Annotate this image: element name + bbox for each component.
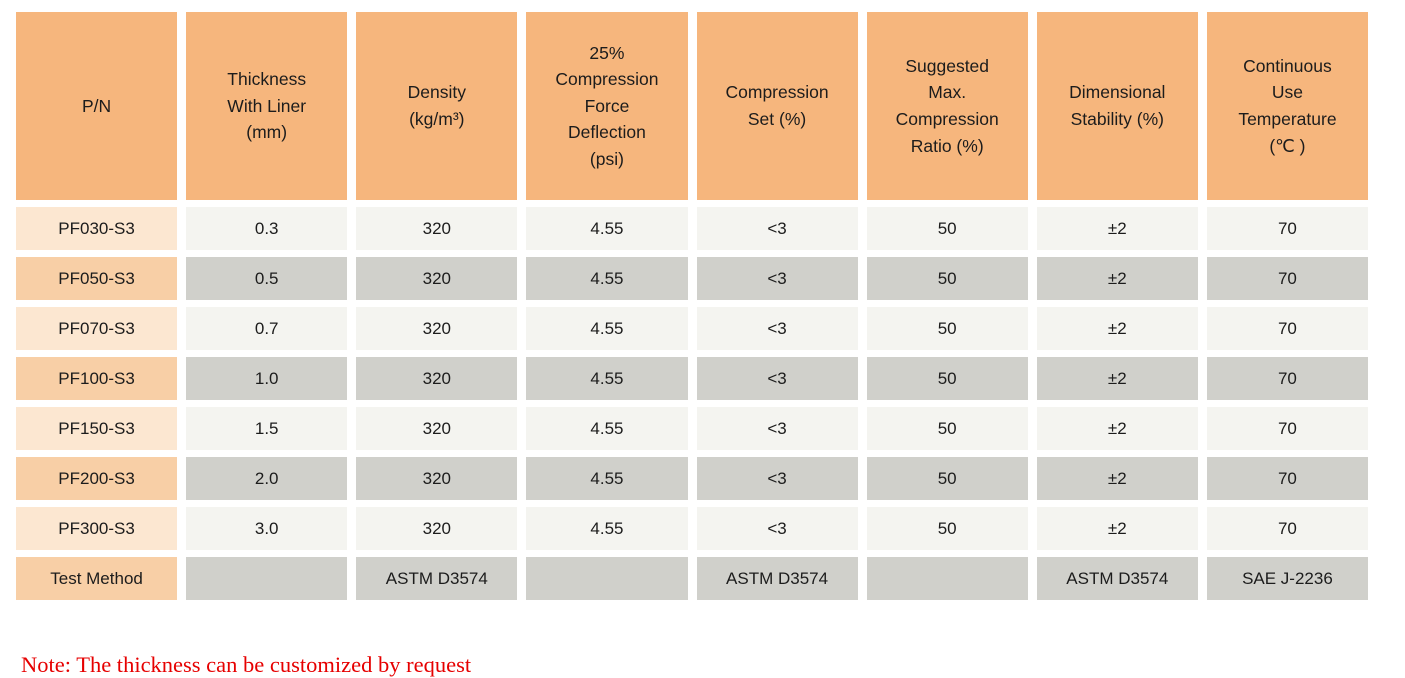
data-cell: 320 xyxy=(356,257,518,300)
test-method-cell: ASTM D3574 xyxy=(1036,557,1198,600)
table-row: PF050-S3 0.5 320 4.55 <3 50 ±2 70 xyxy=(16,257,1368,300)
data-cell: 1.5 xyxy=(186,407,348,450)
test-method-cell xyxy=(186,557,348,600)
column-header-density: Density (kg/m³) xyxy=(356,12,518,200)
data-cell: 50 xyxy=(866,307,1028,350)
test-method-cell xyxy=(526,557,688,600)
data-cell: 1.0 xyxy=(186,357,348,400)
data-cell: 3.0 xyxy=(186,507,348,550)
table-row: PF100-S3 1.0 320 4.55 <3 50 ±2 70 xyxy=(16,357,1368,400)
data-cell: 4.55 xyxy=(526,357,688,400)
data-cell: 4.55 xyxy=(526,507,688,550)
data-cell: 0.7 xyxy=(186,307,348,350)
pn-cell: PF300-S3 xyxy=(16,507,178,550)
data-cell: 320 xyxy=(356,407,518,450)
table-row: PF150-S3 1.5 320 4.55 <3 50 ±2 70 xyxy=(16,407,1368,450)
table-header-row: P/N Thickness With Liner (mm) Density (k… xyxy=(16,12,1368,200)
pn-cell: PF200-S3 xyxy=(16,457,178,500)
column-header-suggested-max-compression-ratio: Suggested Max. Compression Ratio (%) xyxy=(866,12,1028,200)
pn-cell: PF070-S3 xyxy=(16,307,178,350)
data-cell: 50 xyxy=(866,357,1028,400)
column-header-pn: P/N xyxy=(16,12,178,200)
data-cell: 50 xyxy=(866,407,1028,450)
data-cell: 50 xyxy=(866,507,1028,550)
column-header-continuous-use-temperature: Continuous Use Temperature (℃ ) xyxy=(1206,12,1368,200)
data-cell: ±2 xyxy=(1036,307,1198,350)
test-method-label-cell: Test Method xyxy=(16,557,178,600)
data-cell: 320 xyxy=(356,307,518,350)
data-cell: <3 xyxy=(696,407,858,450)
spec-table: P/N Thickness With Liner (mm) Density (k… xyxy=(7,5,1377,607)
column-header-compression-force-deflection: 25% Compression Force Deflection (psi) xyxy=(526,12,688,200)
data-cell: <3 xyxy=(696,507,858,550)
data-cell: <3 xyxy=(696,207,858,250)
table-row: PF300-S3 3.0 320 4.55 <3 50 ±2 70 xyxy=(16,507,1368,550)
data-cell: 50 xyxy=(866,207,1028,250)
data-cell: ±2 xyxy=(1036,207,1198,250)
table-row: PF030-S3 0.3 320 4.55 <3 50 ±2 70 xyxy=(16,207,1368,250)
data-cell: 320 xyxy=(356,507,518,550)
thickness-note: Note: The thickness can be customized by… xyxy=(21,652,472,677)
data-cell: 50 xyxy=(866,257,1028,300)
data-cell: 4.55 xyxy=(526,207,688,250)
test-method-cell: SAE J-2236 xyxy=(1206,557,1368,600)
data-cell: 50 xyxy=(866,457,1028,500)
data-cell: 320 xyxy=(356,357,518,400)
column-header-dimensional-stability: Dimensional Stability (%) xyxy=(1036,12,1198,200)
data-cell: 4.55 xyxy=(526,407,688,450)
data-cell: 70 xyxy=(1206,407,1368,450)
data-cell: 70 xyxy=(1206,357,1368,400)
data-cell: <3 xyxy=(696,257,858,300)
pn-cell: PF030-S3 xyxy=(16,207,178,250)
data-cell: 0.3 xyxy=(186,207,348,250)
data-cell: 70 xyxy=(1206,457,1368,500)
data-cell: 70 xyxy=(1206,257,1368,300)
data-cell: <3 xyxy=(696,457,858,500)
test-method-cell: ASTM D3574 xyxy=(356,557,518,600)
data-cell: ±2 xyxy=(1036,457,1198,500)
table-row: PF200-S3 2.0 320 4.55 <3 50 ±2 70 xyxy=(16,457,1368,500)
test-method-cell: ASTM D3574 xyxy=(696,557,858,600)
test-method-row: Test Method ASTM D3574 ASTM D3574 ASTM D… xyxy=(16,557,1368,600)
data-cell: 70 xyxy=(1206,507,1368,550)
data-cell: 0.5 xyxy=(186,257,348,300)
data-cell: 70 xyxy=(1206,307,1368,350)
data-cell: 4.55 xyxy=(526,257,688,300)
data-cell: ±2 xyxy=(1036,257,1198,300)
data-cell: <3 xyxy=(696,357,858,400)
test-method-cell xyxy=(866,557,1028,600)
data-cell: ±2 xyxy=(1036,507,1198,550)
data-cell: ±2 xyxy=(1036,407,1198,450)
data-cell: 2.0 xyxy=(186,457,348,500)
pn-cell: PF100-S3 xyxy=(16,357,178,400)
data-cell: 320 xyxy=(356,207,518,250)
data-cell: <3 xyxy=(696,307,858,350)
column-header-compression-set: Compression Set (%) xyxy=(696,12,858,200)
data-cell: 4.55 xyxy=(526,457,688,500)
pn-cell: PF050-S3 xyxy=(16,257,178,300)
data-cell: ±2 xyxy=(1036,357,1198,400)
data-cell: 4.55 xyxy=(526,307,688,350)
data-cell: 320 xyxy=(356,457,518,500)
table-row: PF070-S3 0.7 320 4.55 <3 50 ±2 70 xyxy=(16,307,1368,350)
column-header-thickness: Thickness With Liner (mm) xyxy=(186,12,348,200)
data-cell: 70 xyxy=(1206,207,1368,250)
pn-cell: PF150-S3 xyxy=(16,407,178,450)
